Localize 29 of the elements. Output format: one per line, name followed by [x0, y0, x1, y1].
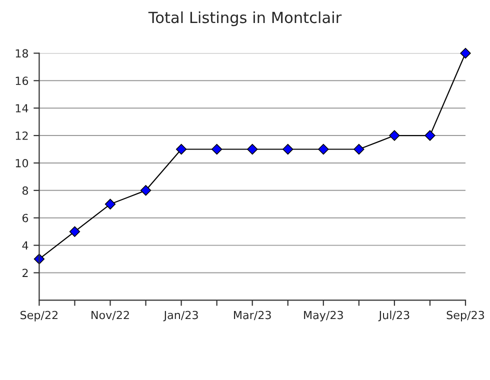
x-tick-label: Sep/22 — [20, 310, 58, 322]
point — [104, 198, 116, 210]
x-tick-label: Jul/23 — [378, 310, 410, 322]
x-tick-label: Nov/22 — [92, 310, 129, 320]
y-tick-label: 14 — [16, 104, 28, 112]
y-tick-label: 12 — [16, 132, 28, 140]
y-tick-label: 8 — [22, 186, 28, 195]
point — [318, 144, 329, 155]
point — [69, 226, 80, 237]
x-tick-label: Sep/23 — [446, 310, 484, 322]
y-tick-label: 4 — [22, 241, 28, 250]
x-tick-label: May/23 — [304, 310, 343, 322]
point — [354, 144, 364, 155]
point — [282, 144, 294, 155]
x-tick-label: Jan/23 — [163, 310, 198, 322]
y-tick-label: 2 — [22, 268, 28, 277]
y-tick-label: 18 — [16, 49, 28, 58]
point — [460, 48, 471, 59]
point — [389, 130, 400, 141]
point — [247, 144, 258, 155]
y-tick-label: 6 — [22, 214, 28, 222]
point — [176, 144, 187, 155]
y-tick-label: 16 — [16, 76, 28, 86]
y-tick-label: 10 — [16, 158, 28, 168]
point — [424, 130, 436, 141]
x-tick-label: Mar/23 — [234, 310, 271, 320]
chart-title: Total Listings in Montclair — [148, 11, 342, 26]
point — [140, 185, 152, 196]
point — [211, 144, 222, 155]
